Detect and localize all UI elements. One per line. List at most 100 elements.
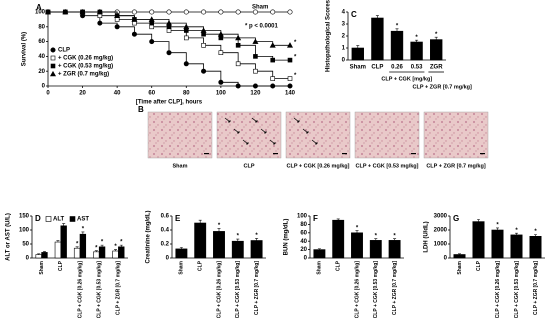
- x-tick-label: CLP + ZGR [0.7 mg/kg]: [392, 261, 398, 315]
- marker: [253, 54, 258, 59]
- marker: [253, 68, 258, 74]
- arrow: [233, 128, 240, 134]
- x-tick-label: 0.53: [411, 65, 423, 71]
- x-tick-label: CLP + CGK [0.53 mg/kg]: [373, 261, 379, 319]
- panel-label: A: [36, 3, 42, 12]
- significance-mark: *: [396, 23, 399, 29]
- error-bar: [179, 247, 183, 249]
- marker: [96, 8, 103, 15]
- marker: [183, 28, 189, 33]
- significance-mark: *: [375, 233, 378, 239]
- bar: [93, 251, 100, 259]
- marker: [183, 61, 189, 67]
- bar: [430, 39, 443, 61]
- x-tick-label: 140: [285, 91, 296, 97]
- x-tick-label: CLP: [476, 260, 482, 271]
- bar: [175, 248, 188, 259]
- marker: [132, 20, 137, 26]
- panel-label: E: [175, 214, 181, 223]
- bar: [351, 232, 363, 259]
- histology-image: [147, 111, 213, 159]
- marker: [269, 42, 276, 48]
- significance-mark: *: [101, 240, 104, 246]
- image-label: CLP: [244, 163, 255, 169]
- error-bar: [374, 238, 378, 241]
- x-tick-label: CLP: [336, 260, 342, 271]
- significance-mark: *: [393, 233, 396, 239]
- panel-label: G: [453, 214, 459, 223]
- error-bar: [336, 218, 340, 221]
- error-bar: [415, 39, 419, 42]
- x-tick-label: Sham: [39, 260, 45, 274]
- marker: [235, 61, 241, 67]
- histology-image: [423, 111, 489, 159]
- error-bar: [94, 250, 98, 252]
- arrow: [302, 128, 309, 134]
- marker: [252, 9, 258, 15]
- y-tick-label: 0.4: [161, 228, 170, 234]
- marker: [44, 8, 52, 15]
- panel-label: D: [35, 214, 41, 223]
- scale-bar: [480, 153, 485, 155]
- legend-marker: [50, 47, 56, 53]
- scale-bar: [204, 153, 209, 155]
- bar: [98, 246, 106, 259]
- x-tick-label: CLP + CGK [0.53 mg/kg]: [514, 261, 520, 319]
- legend-marker: [49, 70, 57, 77]
- bar: [79, 233, 87, 259]
- error-bar: [356, 45, 360, 48]
- legend-label: AST: [77, 217, 89, 223]
- legend-label: CLP: [58, 48, 70, 54]
- bar: [313, 249, 326, 259]
- x-tick-label: CLP + CGK [0.53 mg/kg]: [97, 261, 103, 319]
- error-bar: [515, 232, 518, 235]
- y-tick-label: 0.2: [161, 242, 170, 248]
- x-tick-label: CLP + CGK [0.26 mg/kg]: [495, 261, 501, 319]
- marker: [79, 8, 86, 15]
- marker: [149, 39, 155, 45]
- y-tick-label: 60: [38, 39, 45, 45]
- error-bar: [217, 228, 221, 232]
- bar: [73, 247, 81, 259]
- error-bar: [534, 234, 537, 237]
- error-bar: [434, 36, 438, 40]
- marker: [235, 9, 241, 15]
- bar: [371, 17, 384, 61]
- bar: [369, 240, 382, 259]
- bar: [35, 254, 42, 259]
- legend-marker: [50, 55, 56, 61]
- error-bar: [37, 253, 41, 255]
- error-bar: [75, 246, 79, 249]
- group-label: CLP + CGK [mg/kg]: [381, 76, 432, 82]
- arrow: [311, 139, 318, 145]
- x-tick-label: 120: [250, 91, 261, 97]
- marker: [201, 42, 206, 48]
- y-axis-label: Histopathological Scores: [326, 0, 332, 72]
- bar: [60, 225, 67, 259]
- x-tick-label: Sham: [457, 260, 463, 274]
- marker: [200, 27, 207, 33]
- y-axis-label: BUN (mg/dL): [284, 219, 290, 256]
- bar: [118, 246, 125, 259]
- marker: [218, 9, 224, 15]
- x-tick-label: CLP: [198, 260, 204, 271]
- y-tick-label: 40: [38, 54, 45, 60]
- y-tick-label: 0: [304, 256, 308, 262]
- x-tick-label: CLP + CGK [0.26 mg/kg]: [354, 261, 360, 319]
- bar: [332, 219, 345, 259]
- legend-label: + CGK (0.26 mg/kg): [58, 56, 113, 62]
- y-tick-label: 0: [444, 256, 448, 262]
- error-bar: [393, 238, 397, 241]
- scale-bar: [411, 153, 416, 155]
- image-label: CLP + CGK [0.53 mg/kg]: [355, 163, 418, 169]
- x-tick-label: Sham: [317, 260, 323, 274]
- marker: [166, 9, 172, 15]
- marker: [166, 50, 172, 56]
- y-tick-label: 150: [19, 214, 30, 220]
- x-tick-label: 0.26: [391, 65, 403, 71]
- error-bar: [477, 219, 480, 222]
- error-bar: [100, 244, 104, 247]
- marker: [252, 38, 259, 44]
- bar: [194, 222, 207, 259]
- y-tick-label: 0: [166, 256, 170, 262]
